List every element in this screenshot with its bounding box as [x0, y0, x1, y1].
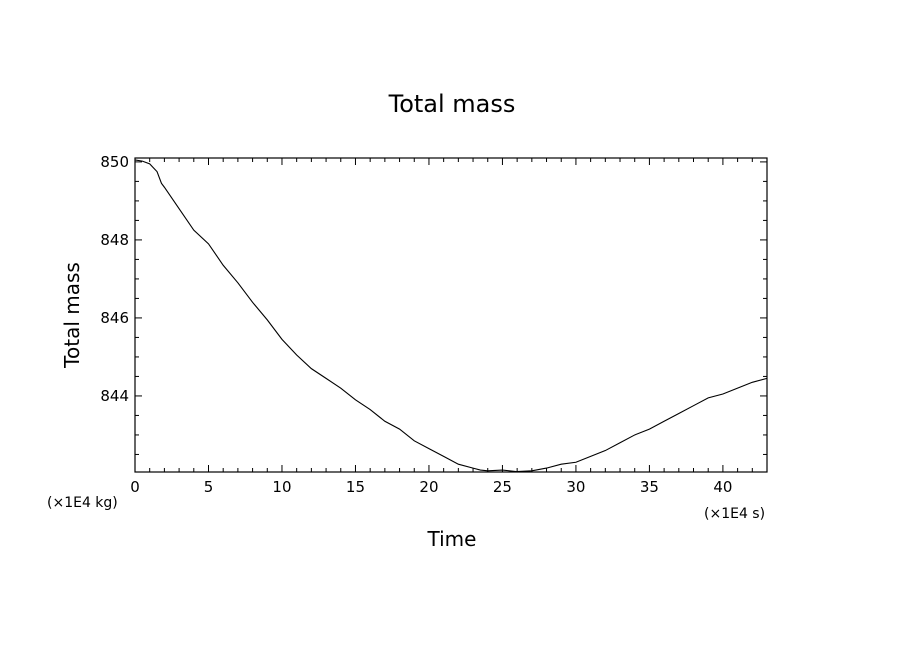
y-tick-label: 848 — [100, 231, 129, 249]
chart-title: Total mass — [388, 90, 516, 118]
x-tick-label: 10 — [272, 478, 291, 496]
plot-frame — [134, 157, 768, 473]
y-tick-label: 846 — [100, 309, 129, 327]
minor-ticks — [135, 158, 768, 472]
series-line-total-mass — [134, 159, 768, 473]
y-tick-label: 844 — [100, 387, 129, 405]
x-tick-label: 35 — [640, 478, 659, 496]
y-unit-label: (×1E4 kg) — [47, 495, 118, 511]
x-unit-label: (×1E4 s) — [704, 506, 765, 522]
x-tick-label: 40 — [713, 478, 732, 496]
y-tick-label: 850 — [100, 153, 129, 171]
x-tick-label: 25 — [493, 478, 512, 496]
y-ticks: 844 846 848 850 — [100, 153, 767, 405]
x-ticks: 0 5 10 15 20 25 30 35 40 — [130, 158, 732, 496]
x-tick-label: 0 — [130, 478, 140, 496]
x-axis-label: Time — [427, 527, 477, 551]
x-tick-label: 15 — [346, 478, 365, 496]
x-tick-label: 30 — [566, 478, 585, 496]
x-tick-label: 5 — [204, 478, 214, 496]
x-tick-label: 20 — [419, 478, 438, 496]
y-axis-label: Total mass — [60, 262, 84, 369]
